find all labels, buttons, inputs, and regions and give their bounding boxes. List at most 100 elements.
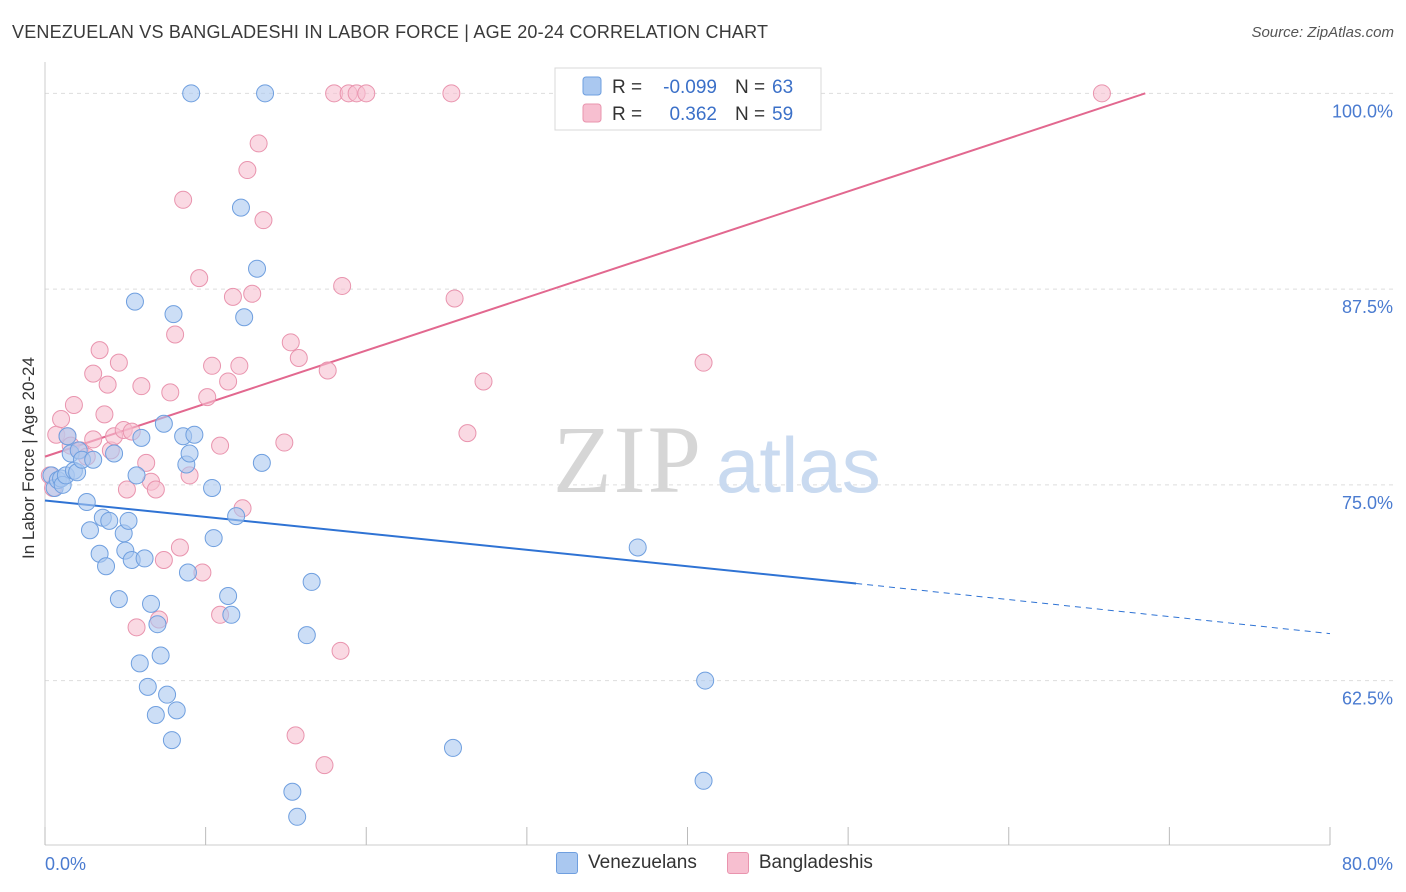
venezuelan-point[interactable] <box>138 677 157 696</box>
bangladeshi-point[interactable] <box>286 726 305 745</box>
bangladeshi-point[interactable] <box>243 284 262 303</box>
bangladeshi-point[interactable] <box>219 372 238 391</box>
bangladeshi-point[interactable] <box>95 405 114 424</box>
venezuelan-point[interactable] <box>283 782 302 801</box>
venezuelan-point[interactable] <box>77 493 96 512</box>
venezuelan-point[interactable] <box>127 466 146 485</box>
bangladeshi-point[interactable] <box>98 375 117 394</box>
venezuelan-point[interactable] <box>148 615 167 634</box>
bangladeshi-point[interactable] <box>132 377 151 396</box>
venezuelan-point[interactable] <box>182 84 201 103</box>
venezuelan-point[interactable] <box>142 594 161 613</box>
bangladeshi-point[interactable] <box>458 424 477 443</box>
bangladeshi-point[interactable] <box>154 550 173 569</box>
bangladeshi-point[interactable] <box>52 410 71 429</box>
venezuelan-point[interactable] <box>125 292 144 311</box>
bangladeshi-point[interactable] <box>331 641 350 660</box>
trend-lines <box>44 92 1331 635</box>
venezuelan-point[interactable] <box>146 706 165 725</box>
venezuelans-swatch <box>556 852 578 874</box>
series-legend-bangladeshis[interactable]: Bangladeshis <box>726 852 873 874</box>
bangladeshi-point[interactable] <box>442 84 461 103</box>
bangladeshi-point[interactable] <box>357 84 376 103</box>
venezuelan-point[interactable] <box>204 529 223 548</box>
venezuelan-point[interactable] <box>256 84 275 103</box>
x-tick-labels: 0.0% 80.0% <box>45 854 1393 874</box>
bangladeshi-point[interactable] <box>474 372 493 391</box>
bangladeshi-point[interactable] <box>275 433 294 452</box>
venezuelan-point[interactable] <box>158 685 177 704</box>
axes-layer <box>44 62 1331 846</box>
bangladeshi-point[interactable] <box>146 480 165 499</box>
venezuelan-point[interactable] <box>694 771 713 790</box>
bangladeshi-point[interactable] <box>190 269 209 288</box>
bangladeshi-point[interactable] <box>109 353 128 372</box>
bangladeshi-point[interactable] <box>166 325 185 344</box>
series-legend: Venezuelans Bangladeshis <box>556 852 873 874</box>
venezuelan-point[interactable] <box>164 305 183 324</box>
venezuelan-point[interactable] <box>154 414 173 433</box>
venezuelan-point[interactable] <box>227 507 246 526</box>
venezuelan-point[interactable] <box>248 259 267 278</box>
bangladeshi-point[interactable] <box>137 453 156 472</box>
venezuelan-point[interactable] <box>252 453 271 472</box>
venezuelan-point[interactable] <box>628 538 647 557</box>
venezuelan-point[interactable] <box>178 563 197 582</box>
bangladeshi-point[interactable] <box>333 276 352 295</box>
venezuelan-point[interactable] <box>84 450 103 469</box>
bangladeshi-point[interactable] <box>170 538 189 557</box>
bangladeshi-point[interactable] <box>249 134 268 153</box>
bangladeshi-point[interactable] <box>64 395 83 414</box>
bangladeshi-point[interactable] <box>161 383 180 402</box>
bangladeshi-point[interactable] <box>211 436 230 455</box>
venezuelan-point[interactable] <box>100 511 119 530</box>
bangladeshi-point[interactable] <box>230 356 249 375</box>
bangladeshi-point[interactable] <box>1092 84 1111 103</box>
venezuelan-point[interactable] <box>185 425 204 444</box>
bangladeshi-point[interactable] <box>174 190 193 209</box>
bangladeshi-point[interactable] <box>223 287 242 306</box>
bangladeshi-point[interactable] <box>281 333 300 352</box>
bangladeshi-point[interactable] <box>254 211 273 230</box>
bangladeshi-point[interactable] <box>90 341 109 360</box>
venezuelan-point[interactable] <box>132 428 151 447</box>
venezuelan-point[interactable] <box>443 738 462 757</box>
venezuelan-point[interactable] <box>162 731 181 750</box>
venezuelan-point[interactable] <box>97 557 116 576</box>
bangladeshi-point[interactable] <box>318 361 337 380</box>
venezuelan-point[interactable] <box>109 590 128 609</box>
venezuelan-point[interactable] <box>222 605 241 624</box>
venezuelan-point[interactable] <box>180 444 199 463</box>
venezuelan-point[interactable] <box>105 444 124 463</box>
venezuelan-point[interactable] <box>297 626 316 645</box>
venezuelan-point[interactable] <box>167 701 186 720</box>
venezuelan-point[interactable] <box>231 198 250 217</box>
venezuelan-point[interactable] <box>119 511 138 530</box>
venezuelan-point[interactable] <box>203 478 222 497</box>
bangladeshi-point[interactable] <box>117 480 136 499</box>
bangladeshi-point[interactable] <box>84 430 103 449</box>
legend-swatch-venezuelans <box>582 76 602 96</box>
series-legend-venezuelans[interactable]: Venezuelans <box>556 852 697 874</box>
legend-n-value-venezuelans: 63 <box>772 77 793 98</box>
venezuelan-point[interactable] <box>80 521 99 540</box>
venezuelan-point[interactable] <box>151 646 170 665</box>
bangladeshi-point[interactable] <box>315 756 334 775</box>
bangladeshi-point[interactable] <box>445 289 464 308</box>
bangladeshi-point[interactable] <box>84 364 103 383</box>
bangladeshi-point[interactable] <box>694 353 713 372</box>
venezuelan-point[interactable] <box>302 572 321 591</box>
venezuelan-point[interactable] <box>219 587 238 606</box>
venezuelan-point[interactable] <box>235 308 254 327</box>
bangladeshi-point[interactable] <box>203 356 222 375</box>
venezuelan-point[interactable] <box>288 807 307 826</box>
bangladeshi-point[interactable] <box>289 348 308 367</box>
venezuelan-point[interactable] <box>696 671 715 690</box>
bangladeshi-point[interactable] <box>127 618 146 637</box>
venezuelan-point[interactable] <box>58 427 77 446</box>
venezuelan-point[interactable] <box>130 654 149 673</box>
points-layer <box>40 84 1111 826</box>
venezuelan-point[interactable] <box>135 549 154 568</box>
bangladeshi-point[interactable] <box>238 161 257 180</box>
bangladeshi-point[interactable] <box>198 388 217 407</box>
